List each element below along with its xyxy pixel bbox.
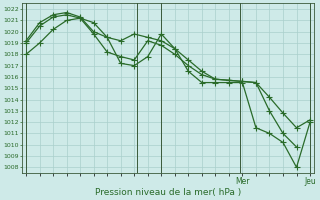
X-axis label: Pression niveau de la mer( hPa ): Pression niveau de la mer( hPa ) [95,188,241,197]
